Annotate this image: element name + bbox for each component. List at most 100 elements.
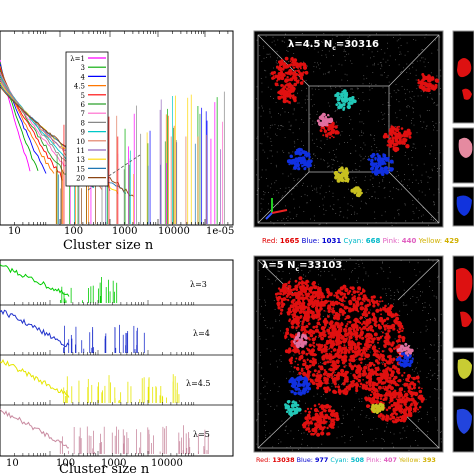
noise-dot	[433, 102, 435, 104]
noise-dot	[276, 135, 278, 136]
cluster-particle	[337, 101, 339, 104]
cluster-particle	[357, 378, 361, 383]
noise-dot	[322, 198, 324, 200]
noise-dot	[330, 65, 332, 67]
cluster-particle	[371, 312, 376, 317]
cluster-particle	[290, 384, 294, 388]
cluster-particle	[399, 349, 402, 352]
noise-dot	[270, 96, 271, 97]
cluster-particle	[344, 97, 348, 101]
noise-dot	[380, 362, 382, 364]
cluster-particle	[359, 321, 362, 324]
noise-dot	[329, 190, 330, 192]
cluster-particle	[332, 336, 335, 339]
noise-dot	[358, 98, 359, 99]
noise-dot	[425, 353, 427, 354]
cluster-particle	[301, 333, 305, 338]
noise-dot	[439, 152, 441, 154]
noise-dot	[383, 362, 384, 363]
noise-dot	[429, 188, 430, 190]
noise-dot	[307, 433, 308, 435]
noise-dot	[320, 275, 322, 277]
cluster-particle	[371, 390, 374, 393]
noise-dot	[427, 62, 429, 63]
noise-dot	[394, 295, 395, 296]
cluster-particle	[378, 347, 381, 350]
noise-dot	[329, 314, 331, 316]
noise-dot	[376, 336, 377, 338]
cluster-particle	[337, 355, 341, 359]
noise-dot	[344, 442, 346, 444]
noise-dot	[324, 270, 325, 272]
cluster-particle	[341, 90, 344, 93]
noise-dot	[425, 399, 427, 401]
cluster-particle	[288, 94, 292, 98]
noise-dot	[296, 330, 298, 331]
noise-dot	[378, 175, 379, 176]
cluster-particle	[292, 160, 297, 165]
cluster-particle	[297, 167, 301, 171]
noise-dot	[323, 39, 325, 41]
cluster-particle	[279, 312, 283, 315]
noise-dot	[412, 219, 414, 221]
noise-dot	[406, 72, 408, 73]
noise-dot	[285, 205, 286, 207]
noise-dot	[313, 215, 315, 217]
noise-dot	[370, 135, 372, 136]
noise-dot	[288, 61, 289, 63]
noise-dot	[314, 48, 316, 50]
cluster-particle	[381, 350, 385, 353]
noise-dot	[363, 75, 365, 77]
noise-dot	[293, 218, 294, 219]
noise-dot	[373, 375, 375, 376]
cluster-particle	[410, 395, 413, 398]
noise-dot	[258, 179, 260, 181]
cluster-particle	[313, 429, 318, 434]
cluster-particle	[395, 340, 399, 343]
noise-dot	[375, 438, 377, 439]
noise-dot	[416, 60, 418, 62]
noise-dot	[368, 110, 370, 112]
cluster-particle	[343, 372, 346, 376]
top-xlabel: Cluster size n	[63, 238, 154, 253]
cluster-particle	[276, 292, 280, 295]
cluster-particle	[427, 83, 432, 88]
cluster-particle	[371, 384, 374, 387]
cluster-particle	[275, 296, 278, 298]
cluster-particle	[311, 344, 314, 346]
legend-label: 7	[81, 110, 85, 118]
noise-dot	[354, 163, 356, 164]
noise-dot	[360, 110, 362, 111]
noise-dot	[287, 216, 289, 218]
noise-dot	[363, 100, 365, 102]
cluster-particle	[328, 355, 331, 358]
noise-dot	[275, 360, 277, 362]
cluster-particle	[324, 380, 329, 385]
noise-dot	[371, 428, 373, 430]
noise-dot	[429, 177, 430, 179]
noise-dot	[343, 268, 345, 270]
noise-dot	[267, 185, 269, 187]
cluster-particle	[304, 361, 307, 364]
noise-dot	[269, 127, 271, 129]
noise-dot	[265, 304, 266, 306]
noise-dot	[299, 401, 301, 402]
noise-dot	[362, 148, 363, 150]
noise-dot	[374, 62, 375, 64]
noise-dot	[382, 439, 384, 440]
cluster-particle	[282, 293, 285, 296]
noise-dot	[298, 178, 300, 180]
noise-dot	[434, 126, 435, 128]
noise-dot	[264, 301, 266, 303]
caption-top-cyan: Cyan: 668	[343, 237, 381, 245]
cluster-particle	[362, 288, 364, 291]
noise-dot	[343, 49, 345, 51]
cluster-particle	[318, 115, 323, 120]
noise-dot	[356, 282, 358, 283]
noise-dot	[347, 142, 348, 143]
noise-dot	[380, 62, 382, 63]
noise-dot	[418, 210, 420, 211]
noise-dot	[314, 121, 316, 123]
cluster-particle	[407, 344, 410, 348]
noise-dot	[378, 150, 380, 152]
